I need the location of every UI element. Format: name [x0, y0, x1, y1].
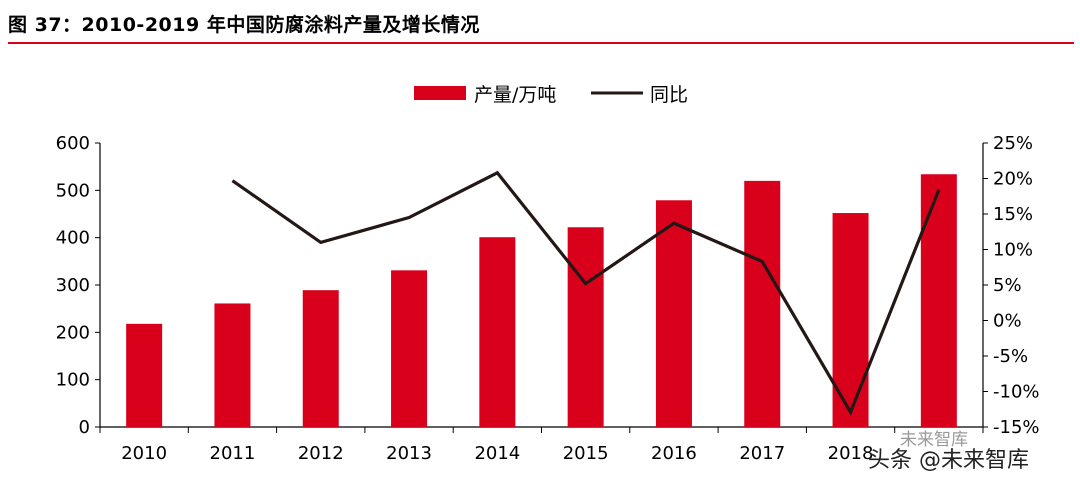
bar-2015	[567, 227, 604, 427]
x-tick-label: 2017	[739, 443, 785, 464]
chart-title: 图 37：2010-2019 年中国防腐涂料产量及增长情况	[8, 14, 480, 36]
bar-2017	[744, 180, 781, 427]
bar-2013	[391, 270, 428, 427]
line-series	[231, 170, 941, 416]
bar-2016	[655, 200, 692, 427]
bar-2010	[126, 323, 163, 427]
x-tick-label: 2016	[651, 443, 697, 464]
left-tick-label: 400	[56, 228, 90, 249]
right-tick-label: 0%	[993, 311, 1022, 332]
legend-label-bar: 产量/万吨	[474, 84, 556, 106]
right-tick-label: 15%	[993, 204, 1033, 225]
right-tick-label: -5%	[993, 346, 1028, 367]
left-tick-label: 500	[56, 180, 90, 201]
bar-series	[126, 174, 957, 427]
left-tick-label: 0	[79, 417, 90, 438]
bar-2012	[302, 290, 339, 427]
legend-label-line: 同比	[650, 84, 688, 106]
bar-2018	[832, 213, 869, 427]
left-tick-label: 300	[56, 275, 90, 296]
watermark: 未来智库 头条 @未来智库	[868, 430, 1029, 473]
right-tick-label: 25%	[993, 133, 1033, 154]
watermark-text: 头条 @未来智库	[868, 448, 1029, 473]
x-tick-label: 2018	[828, 443, 874, 464]
x-tick-label: 2011	[210, 443, 256, 464]
legend: 产量/万吨 同比	[414, 84, 688, 106]
bar-2014	[479, 237, 516, 427]
x-tick-label: 2012	[298, 443, 344, 464]
axes: 0 100 200 300 400 500 600 -15% -10% -5% 0% 5% 10% 15%…	[56, 133, 1040, 464]
x-tick-label: 2013	[386, 443, 432, 464]
left-tick-label: 200	[56, 322, 90, 343]
right-tick-label: 20%	[993, 169, 1033, 190]
bar-2019	[920, 174, 957, 427]
left-tick-label: 100	[56, 370, 90, 391]
right-tick-label: 10%	[993, 240, 1033, 261]
watermark-faint-text: 未来智库	[900, 430, 968, 450]
x-tick-label: 2010	[121, 443, 167, 464]
right-tick-label: 5%	[993, 275, 1022, 296]
legend-bar-swatch	[414, 86, 466, 100]
x-tick-label: 2014	[474, 443, 520, 464]
x-tick-label: 2015	[563, 443, 609, 464]
right-tick-label: -15%	[993, 417, 1040, 438]
left-tick-label: 600	[56, 133, 90, 154]
right-tick-label: -10%	[993, 382, 1040, 403]
bar-2011	[214, 303, 251, 427]
title-divider	[8, 42, 1074, 44]
